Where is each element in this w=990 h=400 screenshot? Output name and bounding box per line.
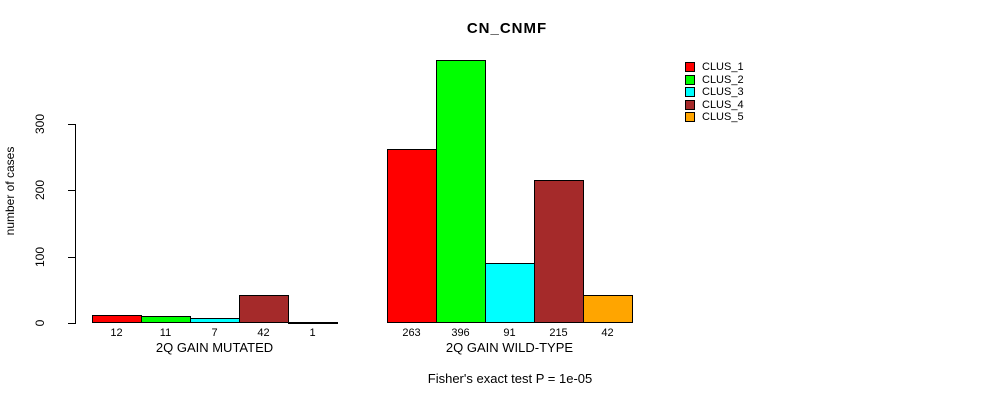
legend-label: CLUS_5 (702, 111, 744, 123)
y-tick-label: 300 (33, 113, 47, 135)
y-tick-label: 200 (33, 179, 47, 201)
bar-value-label: 215 (549, 327, 568, 339)
x-group-label: 2Q GAIN MUTATED (155, 340, 274, 355)
bar (436, 60, 486, 323)
legend-swatch (685, 74, 695, 85)
y-tick-mark (68, 124, 75, 125)
bar (141, 316, 191, 323)
legend-label: CLUS_1 (702, 61, 744, 73)
y-tick-label: 100 (33, 246, 47, 268)
y-tick-mark (68, 190, 75, 191)
bar (190, 318, 240, 323)
bar (92, 315, 142, 323)
legend-label: CLUS_3 (702, 86, 744, 98)
bar-value-label: 7 (211, 327, 218, 339)
y-axis-line (75, 124, 76, 324)
footer-note: Fisher's exact test P = 1e-05 (427, 371, 593, 386)
legend-label: CLUS_4 (702, 98, 744, 111)
y-tick-mark (68, 323, 75, 324)
bar (288, 322, 338, 324)
legend-swatch (685, 112, 695, 122)
bar (534, 180, 584, 323)
bar (387, 149, 437, 323)
legend-swatch (685, 87, 695, 97)
y-tick-mark (68, 257, 75, 258)
bar-value-label: 263 (402, 327, 421, 339)
legend-swatch (685, 99, 695, 110)
bar (583, 295, 633, 323)
bar-value-label: 1 (309, 327, 316, 339)
bar-value-label: 396 (451, 327, 470, 339)
bar (485, 263, 535, 323)
legend-swatch (685, 62, 695, 72)
bar-value-label: 42 (257, 327, 270, 339)
x-group-label: 2Q GAIN WILD-TYPE (445, 340, 574, 355)
bar-value-label: 42 (601, 327, 614, 339)
bar (239, 295, 289, 323)
legend-label: CLUS_2 (702, 73, 744, 86)
y-axis-label: number of cases (3, 146, 17, 236)
bar-value-label: 11 (159, 327, 172, 339)
bar-value-label: 91 (503, 327, 516, 339)
chart-title: CN_CNMF (466, 20, 548, 37)
bar-value-label: 12 (110, 327, 123, 339)
y-tick-label: 0 (33, 319, 47, 327)
